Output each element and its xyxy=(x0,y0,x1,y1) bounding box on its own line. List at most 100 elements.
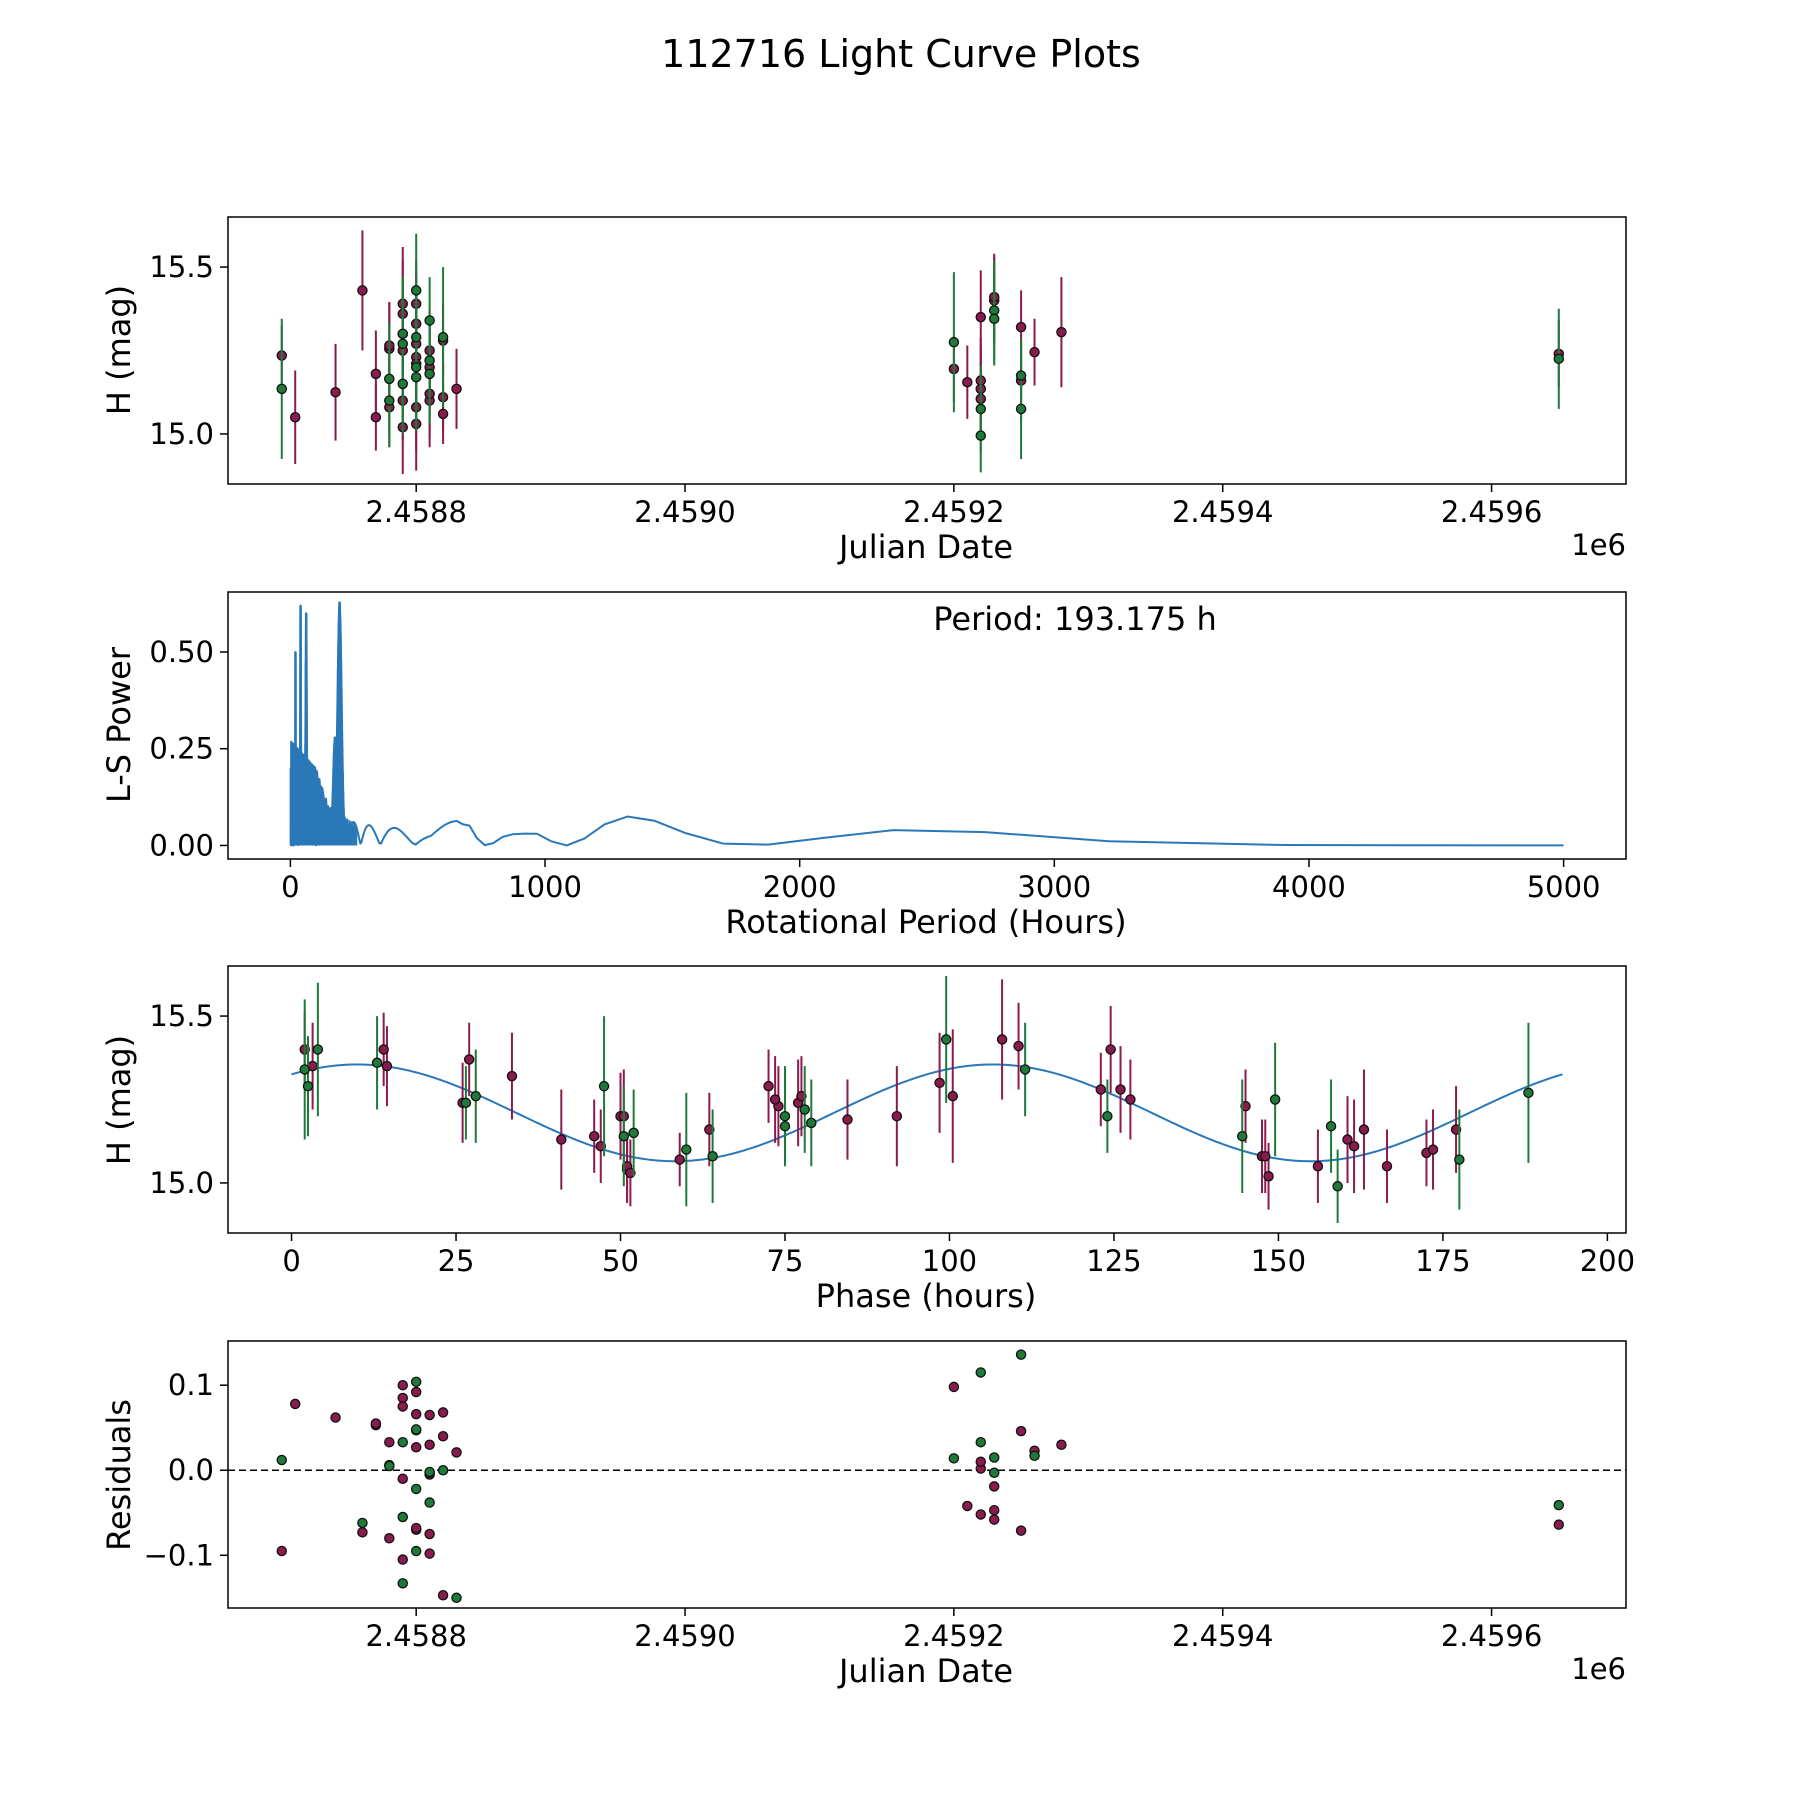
residuals-xtick-label: 2.4588 xyxy=(365,1619,466,1653)
lightcurve-point-green xyxy=(948,336,960,348)
residuals-point-green xyxy=(397,1436,408,1448)
periodogram-ylabel: L-S Power xyxy=(100,646,138,803)
phased-model-curve xyxy=(291,1063,1563,1163)
phased-point-green xyxy=(299,1064,310,1075)
residuals-point-green xyxy=(397,1578,408,1589)
residuals-point-magenta xyxy=(330,1412,341,1423)
residuals-point-green xyxy=(410,1483,422,1495)
residuals-point-green xyxy=(410,1424,422,1435)
lightcurve-point-magenta xyxy=(1029,346,1040,358)
lightcurve-point-magenta xyxy=(357,285,368,296)
periodogram-xlabel: Rotational Period (Hours) xyxy=(725,903,1126,941)
residuals-point-magenta xyxy=(397,1401,408,1412)
phased-point-green xyxy=(598,1080,610,1092)
phased-point-green xyxy=(1236,1130,1248,1142)
phased-point-magenta xyxy=(463,1054,475,1065)
phased-point-green xyxy=(470,1090,482,1102)
phased-xtick-label: 125 xyxy=(1086,1244,1141,1278)
phased-ytick-label: 15.5 xyxy=(149,999,214,1033)
lightcurve-point-magenta xyxy=(437,408,449,420)
phased-xtick-label: 100 xyxy=(922,1244,977,1278)
lightcurve-point-magenta xyxy=(451,383,462,395)
residuals-point-magenta xyxy=(410,1408,422,1420)
residuals-point-magenta xyxy=(948,1381,960,1393)
periodogram-line xyxy=(290,601,1564,847)
residuals-xlabel: Julian Date xyxy=(837,1652,1013,1690)
phased-point-magenta xyxy=(1312,1161,1324,1172)
residuals-point-magenta xyxy=(370,1418,382,1429)
residuals-point-magenta xyxy=(437,1430,449,1442)
lightcurve-point-magenta xyxy=(370,368,382,380)
phased-point-magenta xyxy=(1013,1040,1024,1052)
residuals-panel: 2.4588 2.4590 2.4592 2.4594 2.4596 −0.1 0.0 0.1 xyxy=(144,1340,1627,1653)
residuals-point-magenta xyxy=(975,1456,987,1467)
periodogram-xtick-label: 2000 xyxy=(763,870,837,904)
phased-point-magenta xyxy=(947,1090,959,1102)
residuals-point-magenta xyxy=(988,1481,1000,1492)
residuals-point-magenta xyxy=(437,1407,449,1418)
phased-point-magenta xyxy=(763,1080,774,1092)
lightcurve-point-green xyxy=(424,368,435,380)
residuals-xtick-label: 2.4592 xyxy=(903,1619,1004,1653)
residuals-point-green xyxy=(975,1367,987,1378)
periodogram-plot-area xyxy=(289,601,1564,847)
residuals-point-magenta xyxy=(397,1473,408,1485)
periodogram-xtick-label: 3000 xyxy=(1017,870,1091,904)
lightcurve-point-green xyxy=(410,361,422,373)
lightcurve-point-green xyxy=(424,315,435,326)
lightcurve-offset-text: 1e6 xyxy=(1571,528,1626,562)
residuals-point-green xyxy=(1029,1450,1040,1462)
phased-point-magenta xyxy=(1358,1124,1370,1135)
residuals-point-magenta xyxy=(975,1509,987,1520)
phased-point-green xyxy=(806,1117,817,1129)
phased-point-green xyxy=(460,1097,472,1109)
residuals-xtick-label: 2.4590 xyxy=(634,1619,735,1653)
phased-point-magenta xyxy=(1381,1161,1393,1172)
phased-point-magenta xyxy=(1260,1150,1271,1162)
lightcurve-point-green xyxy=(1015,370,1027,381)
phased-point-magenta xyxy=(506,1070,518,1082)
periodogram-xtick-label: 0 xyxy=(281,870,299,904)
residuals-point-green xyxy=(410,1545,422,1557)
phased-point-green xyxy=(371,1057,383,1069)
phased-point-green xyxy=(1269,1094,1281,1105)
period-annotation: Period: 193.175 h xyxy=(933,600,1217,638)
lightcurve-xtick-label: 2.4592 xyxy=(903,495,1004,529)
periodogram-frame xyxy=(227,591,1627,860)
phased-point-magenta xyxy=(1263,1171,1274,1182)
phased-point-magenta xyxy=(588,1130,600,1142)
phased-point-magenta xyxy=(381,1060,393,1072)
periodogram-xtick-label: 4000 xyxy=(1272,870,1346,904)
residuals-point-green xyxy=(988,1467,1000,1479)
lightcurve-point-magenta xyxy=(975,311,987,323)
phased-point-green xyxy=(779,1120,791,1132)
residuals-point-magenta xyxy=(410,1386,422,1398)
periodogram-panel: 0 1000 2000 3000 4000 5000 0.00 0.25 0.50 xyxy=(149,591,1627,904)
residuals-point-magenta xyxy=(357,1527,368,1538)
lightcurve-plot-area xyxy=(276,230,1565,474)
lightcurve-point-magenta xyxy=(289,411,301,423)
phased-point-magenta xyxy=(934,1077,945,1089)
phased-point-magenta xyxy=(378,1044,389,1055)
phased-panel: 0 25 50 75 100 125 150 175 200 15.0 15.5 xyxy=(149,965,1635,1278)
phased-point-green xyxy=(302,1080,314,1092)
residuals-point-green xyxy=(384,1460,395,1472)
lightcurve-ytick-label: 15.0 xyxy=(149,417,214,451)
phased-point-magenta xyxy=(1342,1134,1353,1145)
phased-point-green xyxy=(1523,1087,1534,1099)
phased-point-magenta xyxy=(1427,1144,1439,1155)
residuals-xtick-label: 2.4594 xyxy=(1172,1619,1273,1653)
periodogram-ytick-label: 0.50 xyxy=(149,635,214,669)
residuals-point-magenta xyxy=(384,1533,395,1544)
periodogram-xtick-label: 5000 xyxy=(1527,870,1601,904)
phased-point-magenta xyxy=(1095,1084,1107,1095)
phased-point-green xyxy=(628,1127,639,1139)
phased-point-magenta xyxy=(556,1134,567,1145)
phased-point-green xyxy=(312,1044,324,1055)
residuals-point-magenta xyxy=(962,1500,973,1512)
residuals-point-green xyxy=(410,1376,422,1388)
phased-point-green xyxy=(1325,1120,1337,1132)
lightcurve-point-green xyxy=(397,338,408,350)
phased-point-green xyxy=(799,1104,810,1115)
lightcurve-xtick-label: 2.4594 xyxy=(1172,495,1273,529)
